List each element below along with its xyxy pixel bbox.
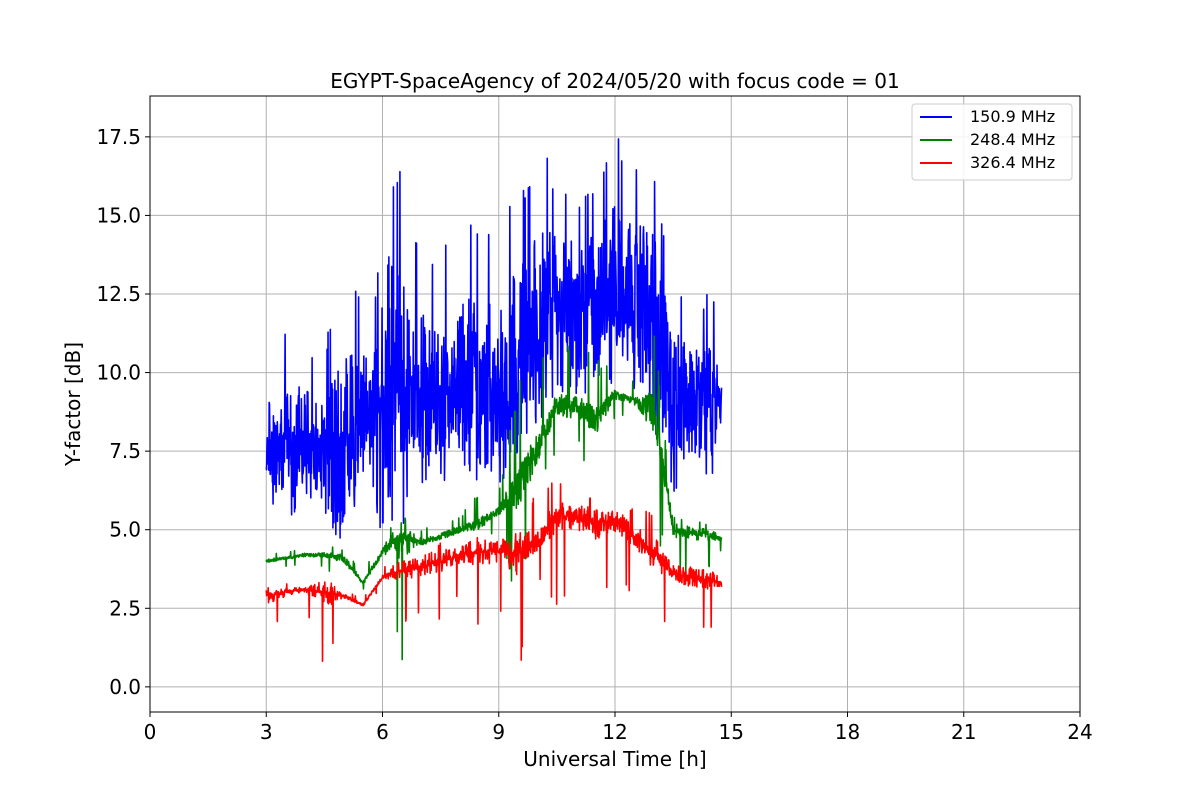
y-axis-label: Y-factor [dB]: [61, 342, 85, 467]
legend-box: [911, 103, 1073, 181]
y-tick-label: 0.0: [109, 675, 141, 699]
y-tick-label: 5.0: [109, 518, 141, 542]
x-tick-label: 0: [144, 720, 157, 744]
x-tick-label: 15: [719, 720, 744, 744]
series-line: [265, 335, 723, 661]
axis-ticks: 0 3 6 9 12 15 18 21 24 0.0 2.5 5.0 7.5 10.0 12.5 15.0 17…: [96, 125, 1092, 744]
y-tick-label: 2.5: [109, 596, 141, 620]
x-tick-label: 3: [260, 720, 273, 744]
y-tick-label: 17.5: [96, 125, 141, 149]
x-axis-label: Universal Time [h]: [523, 747, 706, 771]
series-150-9-mhz: [265, 138, 723, 539]
legend-label: 248.4 MHz: [970, 130, 1055, 149]
legend: 150.9 MHz 248.4 MHz 326.4 MHz: [911, 103, 1073, 181]
y-tick-label: 10.0: [96, 361, 141, 385]
x-tick-label: 6: [376, 720, 389, 744]
plot-area: [265, 138, 723, 662]
x-tick-label: 24: [1067, 720, 1092, 744]
series-line: [265, 138, 723, 539]
series-326-4-mhz: [265, 482, 723, 662]
legend-label: 326.4 MHz: [970, 153, 1055, 172]
series-line: [265, 482, 723, 662]
legend-label: 150.9 MHz: [970, 107, 1055, 126]
x-tick-label: 12: [602, 720, 627, 744]
y-tick-label: 12.5: [96, 282, 141, 306]
y-tick-label: 7.5: [109, 439, 141, 463]
x-tick-label: 21: [951, 720, 976, 744]
x-tick-label: 9: [492, 720, 505, 744]
x-tick-label: 18: [835, 720, 860, 744]
y-tick-label: 15.0: [96, 203, 141, 227]
chart-title: EGYPT-SpaceAgency of 2024/05/20 with foc…: [330, 69, 899, 93]
series-248-4-mhz: [265, 335, 723, 661]
